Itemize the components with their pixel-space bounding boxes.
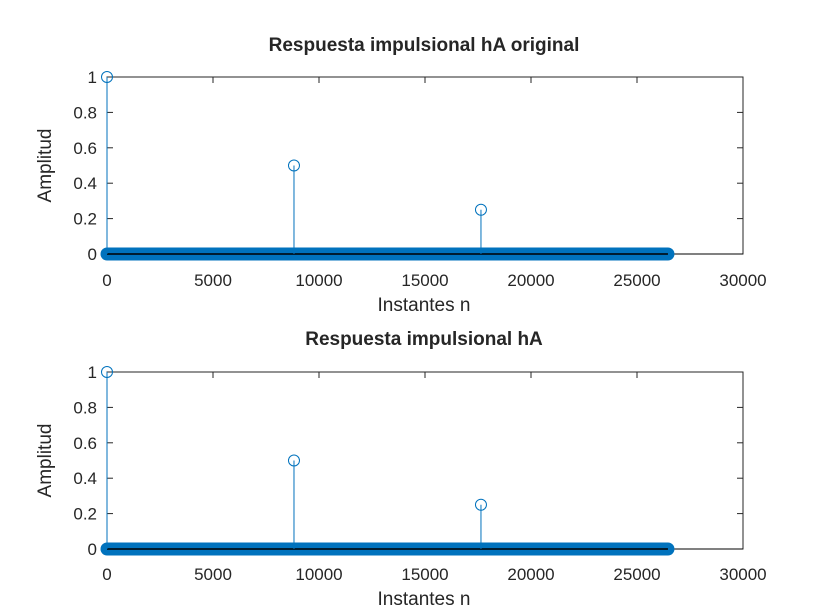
x-axis-label: Instantes n	[378, 295, 471, 316]
x-tick-label: 0	[102, 565, 111, 584]
x-tick-label: 10000	[295, 271, 342, 290]
y-tick-label: 0.8	[73, 398, 97, 417]
x-tick-label: 10000	[295, 565, 342, 584]
y-axis-label: Amplitud	[35, 129, 56, 203]
x-tick-label: 20000	[507, 565, 554, 584]
subplot-ha: 0 5000 10000 15000 20000 25000 30000 0 0.2 0.4 0.6…	[35, 329, 767, 610]
y-tick-label: 1	[88, 363, 97, 382]
stem-marker	[474, 498, 487, 511]
y-tick-label: 0.4	[73, 469, 97, 488]
y-tick-label: 0.2	[73, 505, 97, 524]
y-axis-label: Amplitud	[35, 424, 56, 498]
y-tick-label: 0	[88, 540, 97, 559]
stem-marker	[101, 366, 113, 378]
x-tick-label: 15000	[401, 565, 448, 584]
stem-marker	[474, 203, 487, 216]
x-tick-label: 0	[102, 271, 111, 290]
stem-marker	[101, 71, 113, 83]
stem-marker	[287, 159, 300, 172]
y-tick-label: 0.6	[73, 434, 97, 453]
x-tick-label: 25000	[613, 271, 660, 290]
x-tick-label: 25000	[613, 565, 660, 584]
x-tick-label: 30000	[719, 271, 766, 290]
x-tick-label: 5000	[194, 565, 232, 584]
x-tick-label: 20000	[507, 271, 554, 290]
y-tick-label: 1	[88, 68, 97, 87]
y-tick-label: 0	[88, 245, 97, 264]
y-tick-label: 0.8	[73, 103, 97, 122]
chart-title: Respuesta impulsional hA original	[269, 35, 580, 56]
y-tick-label: 0.4	[73, 174, 97, 193]
chart-title: Respuesta impulsional hA	[305, 329, 543, 350]
y-tick-label: 0.6	[73, 139, 97, 158]
subplot-original: 0 5000 10000 15000 20000 25000 30000 0 0.2 0.4 0.6…	[35, 35, 767, 316]
x-axis-label: Instantes n	[378, 589, 471, 610]
y-tick-label: 0.2	[73, 210, 97, 229]
x-tick-label: 15000	[401, 271, 448, 290]
x-tick-label: 5000	[194, 271, 232, 290]
stem-marker	[287, 454, 300, 467]
x-tick-label: 30000	[719, 565, 766, 584]
